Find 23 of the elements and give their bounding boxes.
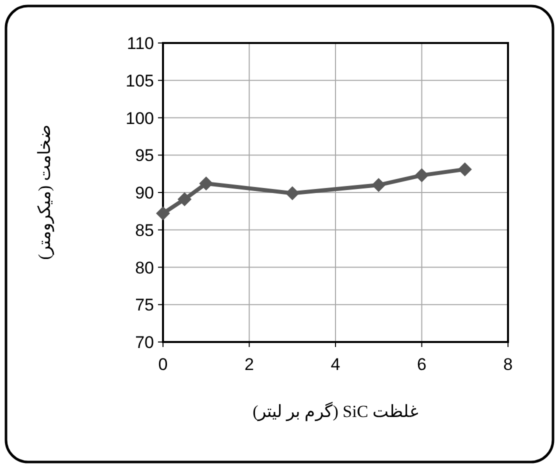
y-tick-label: 80 [135, 258, 154, 278]
y-tick-label: 90 [135, 184, 154, 202]
y-tick-label: 85 [135, 220, 154, 240]
point [458, 162, 472, 176]
x-tick-label: 6 [417, 355, 426, 374]
point [199, 176, 214, 191]
x-tick-label: 0 [158, 355, 168, 374]
y-tick-label: 110 [126, 34, 154, 53]
point [178, 192, 192, 206]
y-tick-label: 70 [135, 333, 154, 352]
x-axis-title: غلظت SiC (گرم بر لیتر) [252, 401, 418, 422]
y-tick-label: 100 [126, 108, 154, 128]
y-tick-label: 105 [126, 71, 154, 90]
x-tick-label: 4 [330, 355, 340, 374]
y-axis-title: ضخامت (میکرومتر) [35, 125, 55, 260]
point [285, 186, 300, 200]
x-tick-label: 8 [503, 355, 513, 374]
point [372, 178, 386, 192]
y-tick-label: 95 [135, 146, 154, 166]
point [414, 168, 429, 182]
x-tick-label: 2 [244, 355, 254, 374]
point [156, 206, 170, 220]
y-tick-label: 75 [135, 296, 154, 315]
